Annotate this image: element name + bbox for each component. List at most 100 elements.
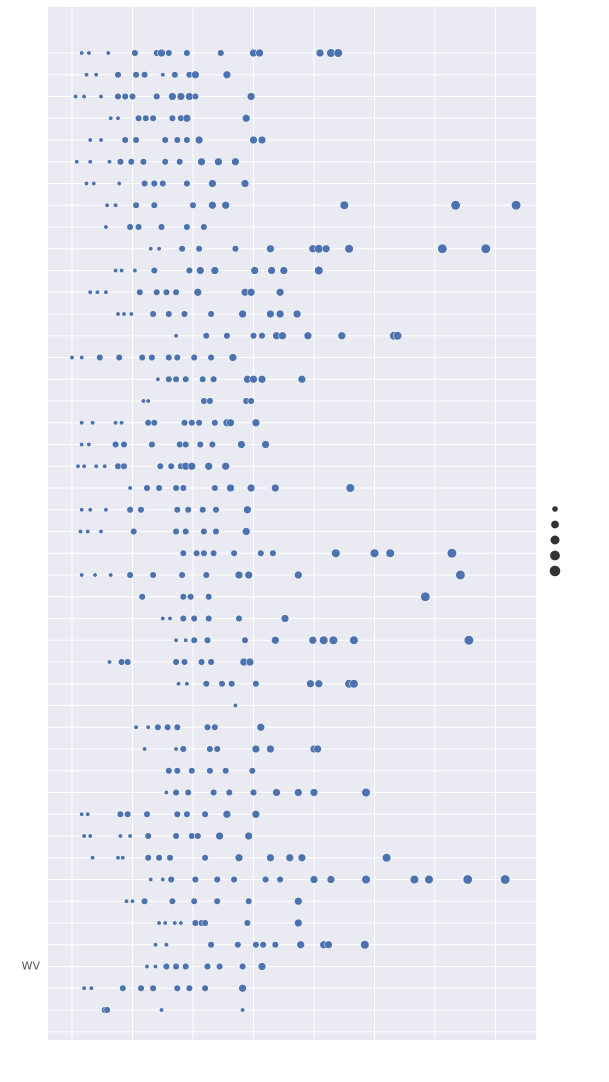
legend-marker xyxy=(552,506,558,512)
data-point xyxy=(201,919,209,927)
data-point xyxy=(271,483,280,493)
data-point xyxy=(173,136,181,144)
legend-marker xyxy=(550,535,560,545)
data-point xyxy=(240,179,250,188)
data-point xyxy=(201,984,209,992)
data-point xyxy=(179,614,187,623)
data-point xyxy=(114,462,122,470)
data-point xyxy=(79,420,85,426)
data-point xyxy=(124,810,132,818)
data-point xyxy=(249,788,258,797)
data-point xyxy=(148,353,156,362)
data-point xyxy=(163,942,169,948)
data-point xyxy=(138,593,146,601)
data-point xyxy=(213,745,221,753)
data-point xyxy=(168,92,177,101)
data-point xyxy=(173,810,181,818)
data-point xyxy=(119,268,125,273)
data-point xyxy=(183,637,189,643)
data-point xyxy=(81,94,87,99)
data-point xyxy=(124,898,129,904)
data-point xyxy=(149,310,157,318)
data-point xyxy=(190,897,198,905)
data-point xyxy=(234,570,244,580)
data-point xyxy=(420,591,431,602)
data-point xyxy=(124,658,132,666)
data-point xyxy=(409,874,419,885)
data-point xyxy=(313,744,322,754)
data-point xyxy=(86,442,92,447)
data-point xyxy=(234,853,244,862)
data-point xyxy=(173,767,181,775)
data-point xyxy=(107,159,112,165)
data-point xyxy=(85,529,91,534)
data-points xyxy=(69,48,522,1014)
data-point xyxy=(424,874,434,885)
data-point xyxy=(231,157,240,166)
data-point xyxy=(306,679,315,688)
data-point xyxy=(213,875,221,884)
data-point xyxy=(153,964,158,969)
data-point xyxy=(345,483,355,493)
data-point xyxy=(103,289,109,295)
data-point xyxy=(226,483,235,493)
data-point xyxy=(94,289,100,295)
data-point xyxy=(245,657,255,667)
data-point xyxy=(183,49,191,57)
data-point xyxy=(153,942,158,948)
data-point xyxy=(314,679,323,688)
data-point xyxy=(105,50,111,56)
data-point xyxy=(271,941,279,949)
data-point xyxy=(86,50,92,56)
data-point xyxy=(179,593,187,601)
data-point xyxy=(361,874,371,885)
data-point xyxy=(112,440,120,449)
data-point xyxy=(142,114,150,122)
data-point xyxy=(202,680,210,688)
data-point xyxy=(212,527,220,536)
data-point xyxy=(84,72,89,78)
data-point xyxy=(165,49,173,57)
data-point xyxy=(250,266,259,275)
data-point xyxy=(87,507,93,513)
data-point xyxy=(114,92,122,101)
data-point xyxy=(331,548,341,558)
data-point xyxy=(222,70,232,79)
data-point xyxy=(257,375,267,384)
legend-marker xyxy=(551,520,559,529)
data-point xyxy=(272,788,281,797)
data-point xyxy=(108,115,114,121)
data-point xyxy=(207,941,215,949)
data-point xyxy=(126,506,134,514)
data-point xyxy=(262,875,270,884)
data-point xyxy=(164,723,172,731)
data-point xyxy=(183,136,191,144)
data-point xyxy=(230,549,238,557)
data-point xyxy=(144,854,152,862)
data-point xyxy=(222,810,232,819)
data-point xyxy=(480,243,491,254)
data-point xyxy=(75,463,81,469)
data-point xyxy=(121,311,127,317)
data-point xyxy=(184,681,190,687)
data-point xyxy=(203,962,212,971)
data-point xyxy=(280,614,290,623)
data-point xyxy=(188,767,196,775)
data-point xyxy=(103,1006,111,1014)
data-point xyxy=(113,202,119,208)
data-point xyxy=(349,635,359,645)
data-point xyxy=(212,506,220,514)
data-point xyxy=(156,920,162,926)
data-point xyxy=(242,114,251,123)
data-point xyxy=(244,570,253,580)
data-point xyxy=(190,636,198,644)
data-point xyxy=(187,593,195,601)
data-point xyxy=(79,442,85,447)
data-point xyxy=(237,440,246,449)
data-point xyxy=(257,962,267,971)
data-point xyxy=(178,245,186,253)
data-point xyxy=(165,375,173,383)
data-point xyxy=(203,723,212,731)
data-point xyxy=(183,810,191,818)
data-point xyxy=(148,877,154,882)
